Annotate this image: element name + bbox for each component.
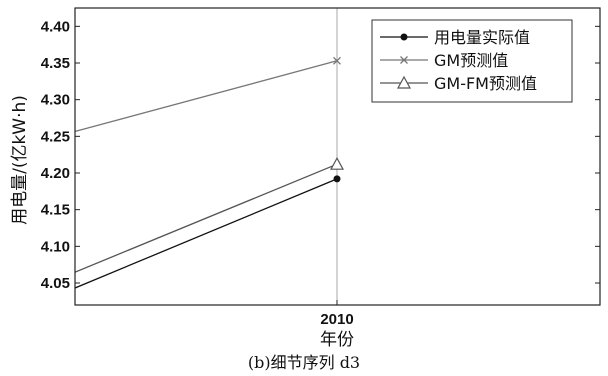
- series-1: [75, 175, 341, 289]
- legend-marker: [400, 56, 408, 64]
- y-tick-label: 4.25: [41, 128, 70, 145]
- y-tick-label: 4.20: [41, 165, 70, 182]
- y-tick-label: 4.05: [41, 275, 70, 292]
- series-line: [75, 163, 338, 273]
- series-line: [75, 178, 338, 289]
- y-axis-label: 用电量/(亿kW·h): [10, 95, 30, 225]
- series-2: [75, 56, 341, 133]
- y-tick-label: 4.15: [41, 202, 70, 219]
- y-tick-label: 4.30: [41, 92, 70, 109]
- y-tick-label: 4.40: [41, 18, 70, 35]
- series-point: [333, 56, 341, 65]
- chart-caption: (b)细节序列 d3: [248, 353, 360, 372]
- legend-marker: [396, 75, 412, 89]
- x-tick-label: 2010: [320, 311, 353, 328]
- y-tick-label: 4.10: [41, 238, 70, 255]
- legend-entry: 用电量实际值: [434, 28, 530, 47]
- legend-entry: GM预测值: [434, 51, 508, 70]
- legend: 用电量实际值 GM预测值 GM-FM预测值: [371, 19, 573, 103]
- series-point: [333, 175, 341, 183]
- legend-marker: [400, 33, 408, 41]
- series-point: [329, 156, 345, 170]
- plot-area: [75, 8, 345, 305]
- series-line: [75, 60, 338, 133]
- series-3: [75, 156, 345, 273]
- x-axis-label: 年份: [320, 330, 354, 350]
- legend-entry: GM-FM预测值: [434, 74, 537, 93]
- y-tick-label: 4.35: [41, 55, 70, 72]
- axes: 4.05 4.10 4.15 4.20 4.25 4.30 4.35 4.40 2010: [41, 7, 601, 328]
